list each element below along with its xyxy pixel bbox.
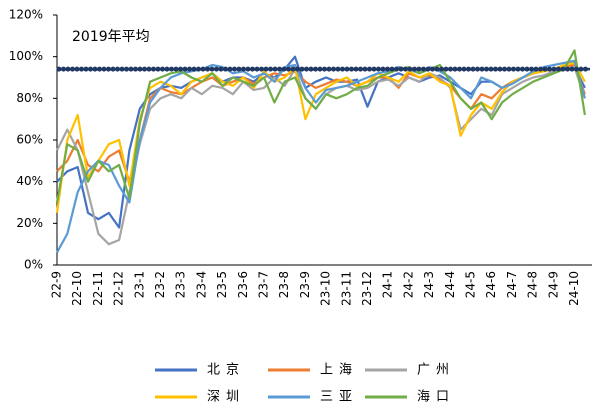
x-tick-label: 22-9: [50, 271, 64, 298]
x-tick-label: 24-8: [526, 271, 540, 298]
x-tick-label: 22-12: [112, 271, 126, 306]
y-tick-label: 60%: [16, 133, 43, 147]
x-tick-label: 23-6: [236, 271, 250, 298]
y-tick-label: 80%: [16, 91, 43, 105]
legend-label: 上海: [320, 363, 358, 378]
x-tick-label: 24-3: [422, 271, 436, 298]
x-tick-label: 24-7: [505, 271, 519, 298]
x-tick-label: 22-11: [91, 271, 105, 306]
legend-label: 广州: [417, 363, 455, 378]
y-tick-label: 120%: [9, 8, 43, 22]
legend-label: 北京: [207, 363, 245, 378]
x-tick-label: 24-1: [381, 271, 395, 298]
x-tick-label: 24-10: [567, 271, 581, 306]
y-tick-label: 40%: [16, 174, 43, 188]
x-tick-label: 23-12: [360, 271, 374, 306]
x-tick-label: 22-10: [70, 271, 84, 306]
x-tick-label: 24-2: [401, 271, 415, 298]
x-tick-label: 23-4: [194, 271, 208, 298]
x-tick-label: 23-3: [174, 271, 188, 298]
legend-label: 深圳: [207, 390, 245, 405]
x-tick-label: 23-8: [277, 271, 291, 298]
x-tick-label: 23-2: [153, 271, 167, 298]
x-tick-label: 23-10: [319, 271, 333, 306]
y-tick-label: 20%: [16, 216, 43, 230]
y-tick-label: 0%: [24, 258, 43, 272]
x-tick-label: 24-6: [484, 271, 498, 298]
reference-label: 2019年平均: [72, 29, 150, 45]
series-line: [56, 59, 586, 254]
series-line: [55, 49, 586, 203]
x-tick-label: 23-11: [339, 271, 353, 306]
x-tick-label: 23-5: [215, 271, 229, 298]
y-tick-label: 100%: [9, 49, 43, 63]
x-tick-label: 24-4: [443, 271, 457, 298]
x-tick-label: 23-7: [257, 271, 271, 298]
legend-label: 海口: [417, 390, 455, 405]
x-tick-label: 24-5: [464, 271, 478, 298]
x-tick-label: 23-9: [298, 271, 312, 298]
legend-label: 三亚: [320, 390, 358, 405]
x-tick-label: 23-1: [132, 271, 146, 298]
x-tick-label: 24-9: [546, 271, 560, 298]
